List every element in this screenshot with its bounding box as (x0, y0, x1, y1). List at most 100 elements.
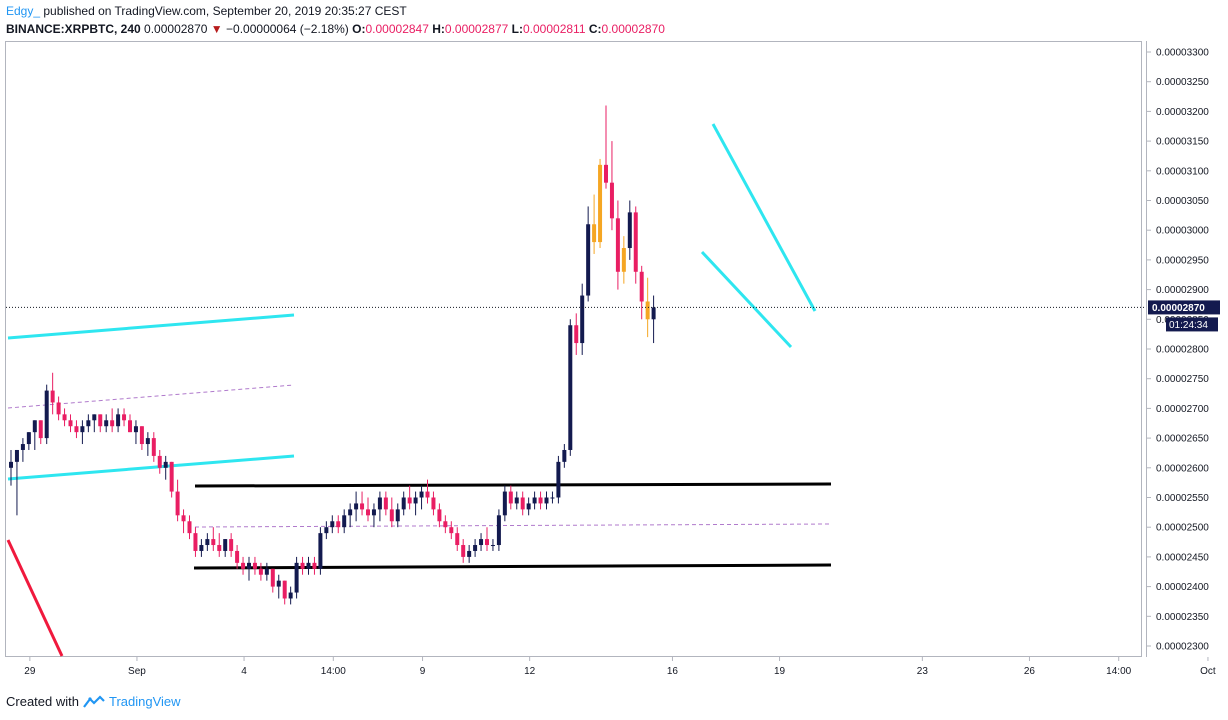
candle[interactable] (241, 556, 246, 575)
candle[interactable] (193, 527, 198, 557)
candle[interactable] (276, 574, 281, 599)
candle[interactable] (258, 562, 263, 581)
red-trend-line[interactable] (6, 539, 64, 657)
candle[interactable] (312, 556, 317, 575)
candle[interactable] (86, 414, 91, 433)
candle[interactable] (627, 200, 632, 260)
candle[interactable] (324, 521, 329, 540)
candle[interactable] (598, 158, 603, 249)
candle[interactable] (98, 414, 103, 433)
candle[interactable] (395, 503, 400, 528)
candle[interactable] (604, 105, 608, 189)
candle[interactable] (568, 319, 573, 456)
candle[interactable] (449, 521, 454, 540)
candle[interactable] (9, 449, 13, 486)
candle[interactable] (437, 503, 442, 528)
candle[interactable] (14, 449, 19, 516)
candle[interactable] (556, 455, 561, 504)
candle[interactable] (252, 556, 257, 575)
candle[interactable] (74, 420, 79, 439)
tradingview-brand[interactable]: TradingView (108, 694, 181, 709)
candle[interactable] (181, 509, 186, 534)
candle[interactable] (336, 515, 341, 534)
candle[interactable] (116, 408, 121, 433)
candle[interactable] (20, 438, 25, 462)
candle[interactable] (479, 533, 484, 551)
candle[interactable] (473, 539, 478, 557)
range-mid-line[interactable] (194, 523, 832, 528)
candle[interactable] (431, 491, 436, 516)
wedge-lower-line[interactable] (700, 250, 793, 349)
candle[interactable] (211, 527, 216, 551)
candle[interactable] (580, 283, 585, 355)
candle[interactable] (615, 200, 620, 290)
candle[interactable] (371, 503, 376, 528)
channel-mid-line[interactable] (7, 384, 295, 409)
candle[interactable] (383, 491, 388, 516)
candle[interactable] (175, 479, 180, 522)
candle[interactable] (169, 461, 174, 498)
candle[interactable] (490, 539, 495, 551)
candle[interactable] (157, 449, 162, 474)
candle[interactable] (32, 420, 37, 450)
candle[interactable] (496, 509, 501, 551)
candle[interactable] (342, 509, 347, 534)
candle[interactable] (294, 556, 299, 599)
candle[interactable] (104, 414, 109, 433)
channel-upper-line[interactable] (7, 313, 295, 340)
candle[interactable] (205, 533, 210, 551)
candle[interactable] (425, 479, 430, 504)
candle[interactable] (562, 444, 567, 468)
wedge-upper-line[interactable] (711, 123, 817, 312)
candle[interactable] (110, 408, 115, 433)
candle[interactable] (461, 539, 466, 563)
candle[interactable] (366, 497, 370, 522)
candle[interactable] (407, 485, 412, 510)
candle[interactable] (502, 485, 507, 522)
candle[interactable] (217, 533, 222, 557)
candle[interactable] (467, 545, 472, 563)
candle[interactable] (187, 515, 192, 540)
candle[interactable] (401, 491, 406, 516)
candle[interactable] (550, 491, 555, 504)
candle[interactable] (318, 527, 323, 575)
candle[interactable] (651, 295, 656, 344)
candle[interactable] (389, 497, 394, 528)
candle[interactable] (532, 491, 537, 510)
candle[interactable] (282, 580, 287, 605)
candle[interactable] (544, 491, 549, 510)
price-axis[interactable]: 0.00002300 0.00002350 0.00002400 0.00002450… (1146, 48, 1209, 653)
candle[interactable] (586, 206, 591, 302)
candle[interactable] (264, 562, 269, 581)
candle[interactable] (128, 414, 132, 433)
candle[interactable] (538, 491, 543, 510)
candle[interactable] (348, 503, 353, 528)
candle[interactable] (443, 515, 448, 534)
channel-lower-line[interactable] (7, 454, 295, 481)
candle[interactable] (223, 539, 228, 557)
candle[interactable] (621, 236, 626, 284)
candle[interactable] (50, 372, 55, 415)
candle[interactable] (38, 420, 43, 445)
candle[interactable] (44, 384, 49, 445)
candle[interactable] (485, 527, 489, 551)
candle[interactable] (247, 556, 251, 581)
candle[interactable] (68, 414, 73, 433)
candle[interactable] (229, 533, 234, 557)
candle[interactable] (26, 432, 31, 450)
candle[interactable] (639, 265, 644, 320)
candle[interactable] (270, 568, 275, 593)
candle[interactable] (199, 539, 204, 557)
candle[interactable] (235, 545, 240, 569)
candle[interactable] (455, 527, 460, 551)
candle[interactable] (360, 491, 365, 516)
candle[interactable] (633, 206, 638, 284)
candle[interactable] (133, 420, 138, 445)
candle[interactable] (609, 141, 614, 231)
candle[interactable] (645, 277, 650, 338)
candle[interactable] (80, 420, 85, 445)
candle[interactable] (306, 556, 311, 575)
candle[interactable] (300, 556, 305, 575)
candle[interactable] (520, 491, 525, 516)
